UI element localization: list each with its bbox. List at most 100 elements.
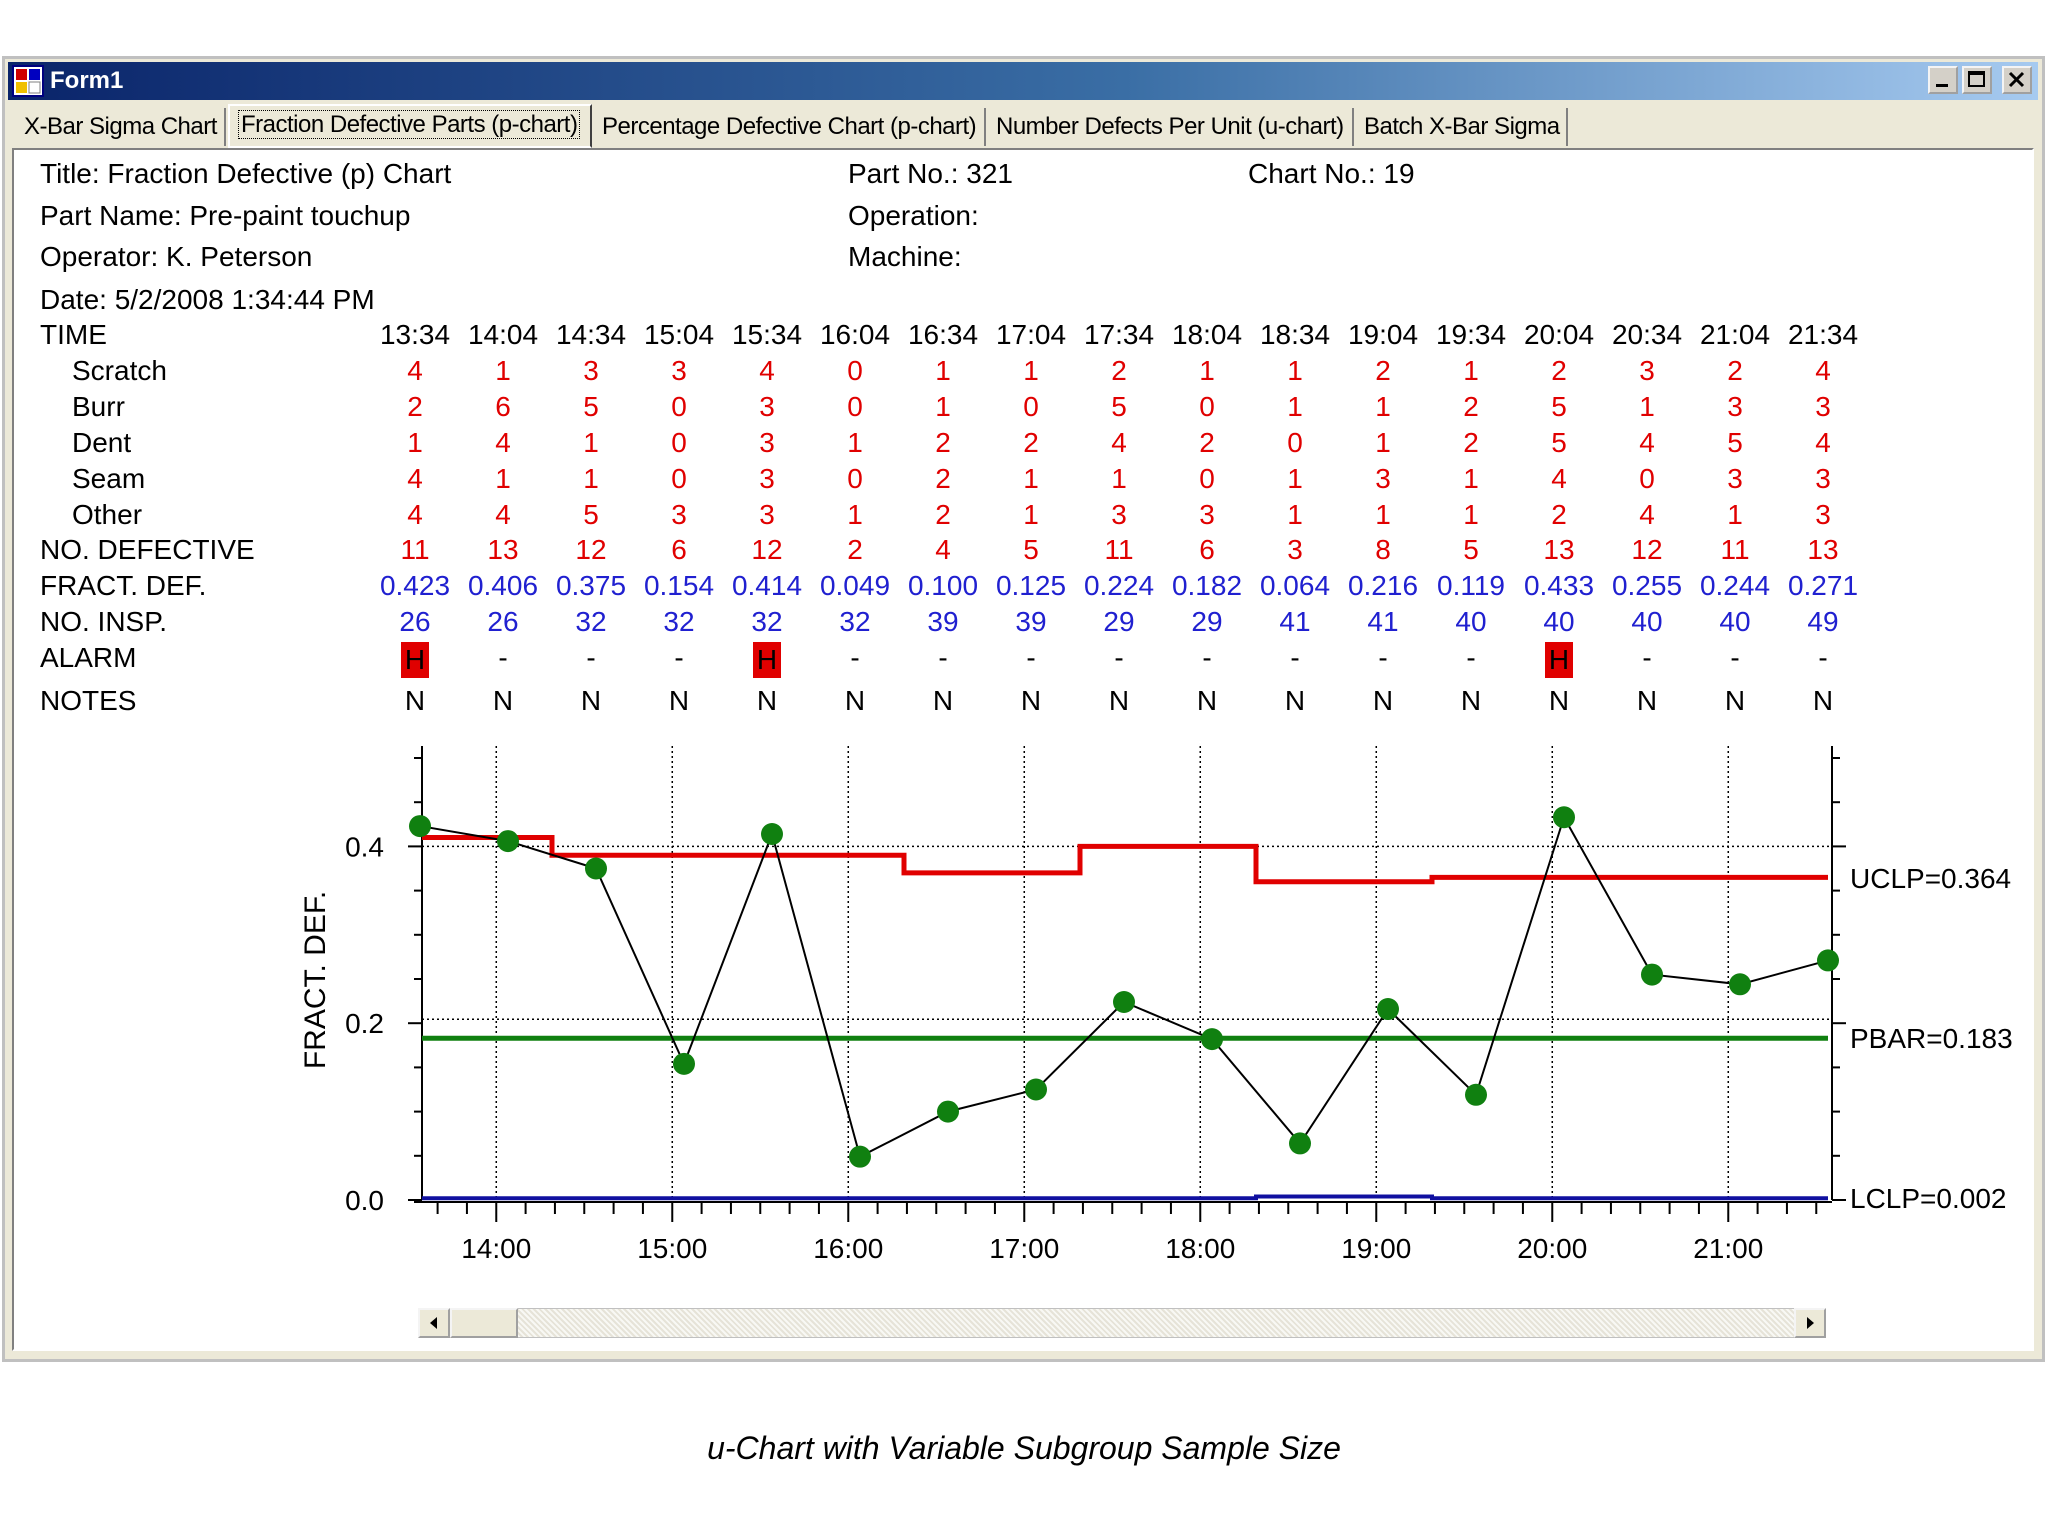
row-label-dent: Dent — [72, 427, 132, 458]
cell-no-defective: 11 — [1720, 534, 1750, 565]
cell-seam: 3 — [1727, 463, 1743, 494]
cell-scratch: 3 — [671, 355, 687, 386]
cell-burr: 5 — [1551, 391, 1567, 422]
cell-no-insp: 39 — [1015, 606, 1047, 637]
cell-seam: 0 — [671, 463, 687, 494]
cell-notes: N — [1020, 685, 1042, 716]
cell-no-defective: 3 — [1287, 534, 1303, 565]
cell-dent: 0 — [671, 427, 687, 458]
cell-no-insp: 40 — [1719, 606, 1751, 637]
row-label-notes: NOTES — [40, 685, 137, 716]
cell-times: 21:04 — [1699, 319, 1771, 350]
scroll-left-button[interactable] — [418, 1308, 450, 1338]
cell-no-insp: 40 — [1631, 606, 1663, 637]
cell-no-insp: 32 — [751, 606, 783, 637]
cell-other: 1 — [1023, 499, 1039, 530]
cell-scratch: 2 — [1551, 355, 1567, 386]
title-bar[interactable] — [8, 62, 2038, 100]
cell-dent: 5 — [1551, 427, 1567, 458]
cell-alarm: - — [1642, 642, 1652, 673]
part-no: Part No.: 321 — [848, 158, 1013, 189]
cell-notes: N — [580, 685, 602, 716]
cell-seam: 3 — [1815, 463, 1831, 494]
chart-no: Chart No.: 19 — [1248, 158, 1415, 189]
cell-no-insp: 39 — [927, 606, 959, 637]
part-name: Part Name: Pre-paint touchup — [40, 200, 411, 231]
cell-no-defective: 5 — [1023, 534, 1039, 565]
scroll-right-button[interactable] — [1794, 1308, 1826, 1338]
cell-burr: 0 — [847, 391, 863, 422]
cell-alarm: - — [498, 642, 508, 673]
cell-burr: 2 — [1463, 391, 1479, 422]
maximize-button[interactable] — [1962, 66, 1992, 94]
cell-dent: 2 — [1199, 427, 1215, 458]
cell-alarm: - — [1026, 642, 1036, 673]
cell-no-defective: 6 — [1199, 534, 1215, 565]
cell-no-insp: 41 — [1367, 606, 1399, 637]
arrow-right-icon — [1807, 1317, 1814, 1329]
cell-times: 18:04 — [1171, 319, 1243, 350]
cell-fract-def: 0.375 — [555, 570, 627, 601]
cell-scratch: 2 — [1727, 355, 1743, 386]
cell-no-insp: 40 — [1543, 606, 1575, 637]
cell-seam: 2 — [935, 463, 951, 494]
cell-burr: 5 — [1111, 391, 1127, 422]
cell-scratch: 1 — [1287, 355, 1303, 386]
cell-other: 3 — [1111, 499, 1127, 530]
app-icon — [12, 65, 44, 97]
cell-seam: 0 — [847, 463, 863, 494]
cell-seam: 0 — [1639, 463, 1655, 494]
cell-other: 4 — [1639, 499, 1655, 530]
cell-scratch: 4 — [1815, 355, 1831, 386]
cell-seam: 1 — [1463, 463, 1479, 494]
row-label-burr: Burr — [72, 391, 125, 422]
cell-notes: N — [1812, 685, 1834, 716]
cell-fract-def: 0.100 — [907, 570, 979, 601]
chart-title: Title: Fraction Defective (p) Chart — [40, 158, 452, 189]
cell-times: 13:34 — [379, 319, 451, 350]
cell-alarm: - — [938, 642, 948, 673]
cell-seam: 0 — [1199, 463, 1215, 494]
cell-no-insp: 26 — [399, 606, 431, 637]
tab-batch-xbar-sigma[interactable]: Batch X-Bar Sigma — [1356, 108, 1568, 146]
row-label-scratch: Scratch — [72, 355, 167, 386]
cell-fract-def: 0.125 — [995, 570, 1067, 601]
cell-times: 21:34 — [1787, 319, 1859, 350]
tab-fraction-defective[interactable]: Fraction Defective Parts (p-chart) — [228, 104, 592, 148]
close-button[interactable] — [2002, 66, 2032, 94]
cell-times: 15:34 — [731, 319, 803, 350]
cell-times: 19:04 — [1347, 319, 1419, 350]
cell-burr: 5 — [583, 391, 599, 422]
horizontal-scrollbar[interactable] — [418, 1308, 1826, 1338]
cell-dent: 4 — [1639, 427, 1655, 458]
cell-fract-def: 0.224 — [1083, 570, 1155, 601]
cell-dent: 1 — [407, 427, 423, 458]
cell-times: 19:34 — [1435, 319, 1507, 350]
cell-fract-def: 0.049 — [819, 570, 891, 601]
cell-dent: 4 — [1111, 427, 1127, 458]
cell-fract-def: 0.423 — [379, 570, 451, 601]
cell-times: 20:04 — [1523, 319, 1595, 350]
tab-percentage-defective[interactable]: Percentage Defective Chart (p-chart) — [594, 108, 986, 146]
cell-no-insp: 41 — [1279, 606, 1311, 637]
cell-notes: N — [1284, 685, 1306, 716]
cell-notes: N — [1372, 685, 1394, 716]
cell-dent: 2 — [1463, 427, 1479, 458]
cell-seam: 1 — [495, 463, 511, 494]
operator: Operator: K. Peterson — [40, 241, 313, 272]
cell-dent: 1 — [1375, 427, 1391, 458]
cell-burr: 2 — [407, 391, 423, 422]
tab-defects-per-unit[interactable]: Number Defects Per Unit (u-chart) — [988, 108, 1354, 146]
arrow-left-icon — [430, 1317, 437, 1329]
cell-alarm: - — [1466, 642, 1476, 673]
cell-fract-def: 0.119 — [1437, 570, 1505, 601]
cell-other: 1 — [1463, 499, 1479, 530]
scroll-thumb[interactable] — [450, 1308, 518, 1338]
cell-alarm: - — [586, 642, 596, 673]
alarm-flag: H — [1545, 642, 1573, 678]
cell-seam: 4 — [1551, 463, 1567, 494]
tab-xbar-sigma[interactable]: X-Bar Sigma Chart — [16, 108, 226, 146]
cell-fract-def: 0.271 — [1787, 570, 1859, 601]
minimize-button[interactable] — [1928, 66, 1958, 94]
cell-no-defective: 2 — [847, 534, 863, 565]
